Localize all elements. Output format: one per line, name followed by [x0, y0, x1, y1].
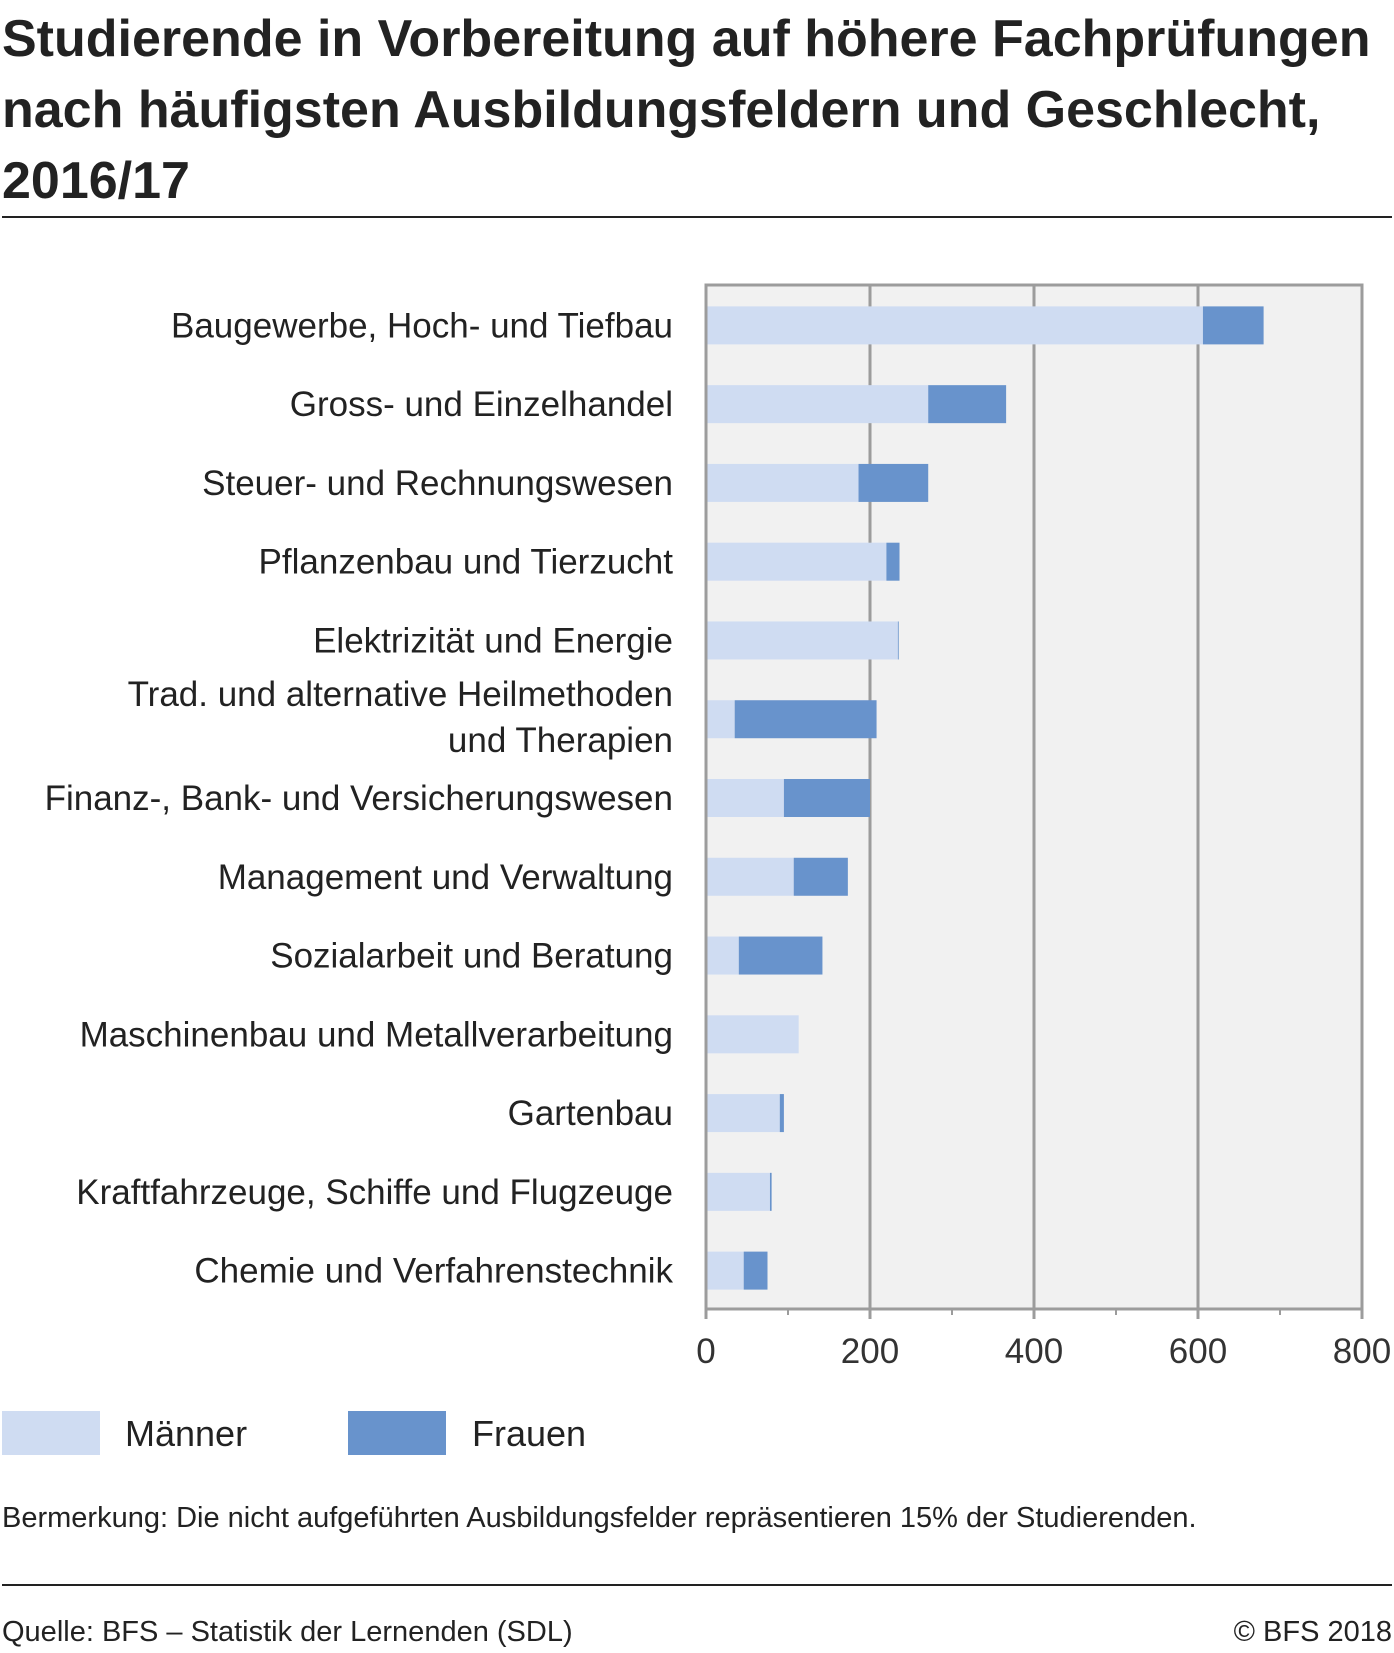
source-text: Quelle: BFS – Statistik der Lernenden (S…: [2, 1616, 573, 1648]
bar-maenner: [706, 542, 887, 581]
category-label: Kraftfahrzeuge, Schiffe und Flugzeuge: [76, 1173, 673, 1212]
legend-label-maenner: Männer: [125, 1413, 248, 1454]
category-label: Trad. und alternative Heilmethoden: [128, 675, 673, 714]
bar-frauen: [783, 779, 870, 817]
category-label: Gartenbau: [508, 1094, 673, 1133]
bar-maenner: [706, 857, 794, 896]
legend-swatch-maenner: [2, 1411, 100, 1455]
bar-frauen: [897, 621, 899, 660]
category-label: Pflanzenbau und Tierzucht: [259, 543, 674, 582]
bar-frauen: [734, 700, 877, 739]
x-tick-label: 0: [696, 1332, 715, 1371]
category-label: Management und Verwaltung: [218, 858, 673, 897]
category-label: Gross- und Einzelhandel: [290, 385, 673, 424]
legend-swatch-frauen: [348, 1411, 446, 1455]
bar-frauen: [779, 1094, 784, 1133]
bar-frauen: [1202, 306, 1264, 345]
category-label: Steuer- und Rechnungswesen: [202, 464, 673, 503]
category-label: Baugewerbe, Hoch- und Tiefbau: [171, 306, 673, 345]
bar-maenner: [706, 385, 929, 424]
bar-frauen: [928, 385, 1007, 424]
category-label: Sozialarbeit und Beratung: [270, 937, 673, 976]
footer-divider: [2, 1584, 1392, 1586]
bar-maenner: [706, 621, 898, 660]
category-label: Maschinenbau und Metallverarbeitung: [80, 1015, 673, 1054]
bar-maenner: [706, 936, 739, 975]
bar-frauen: [886, 542, 900, 581]
bar-maenner: [706, 1251, 744, 1290]
bar-maenner: [706, 700, 735, 739]
chart-note: Bermerkung: Die nicht aufgeführten Ausbi…: [2, 1502, 1197, 1534]
bar-frauen: [743, 1251, 768, 1290]
legend-label-frauen: Frauen: [472, 1413, 587, 1454]
bar-frauen: [769, 1172, 772, 1211]
x-tick-label: 200: [841, 1332, 899, 1371]
x-tick-label: 400: [1005, 1332, 1063, 1371]
bar-maenner: [706, 1172, 770, 1211]
bar-chart: 0 200 400 600 800 Baugewerbe, Hoch- und Tiefb…: [45, 283, 1391, 1371]
bar-maenner: [706, 1094, 780, 1133]
bar-maenner: [706, 779, 784, 817]
x-tick-label: 600: [1169, 1332, 1227, 1371]
bar-maenner: [706, 306, 1203, 345]
bar-frauen: [858, 463, 929, 502]
title-divider: [2, 216, 1392, 218]
category-label: und Therapien: [448, 721, 673, 760]
bar-maenner: [706, 463, 859, 502]
copyright-text: © BFS 2018: [1233, 1616, 1392, 1648]
bar-frauen: [793, 857, 848, 896]
category-label: Finanz-, Bank- und Versicherungswesen: [45, 779, 673, 818]
category-label: Elektrizität und Energie: [313, 621, 673, 660]
bar-maenner: [706, 1015, 799, 1054]
category-label: Chemie und Verfahrenstechnik: [194, 1252, 673, 1291]
chart-title: Studierende in Vorbereitung auf höhere F…: [2, 10, 1371, 210]
x-tick-label: 800: [1333, 1332, 1391, 1371]
bar-frauen: [738, 936, 823, 975]
